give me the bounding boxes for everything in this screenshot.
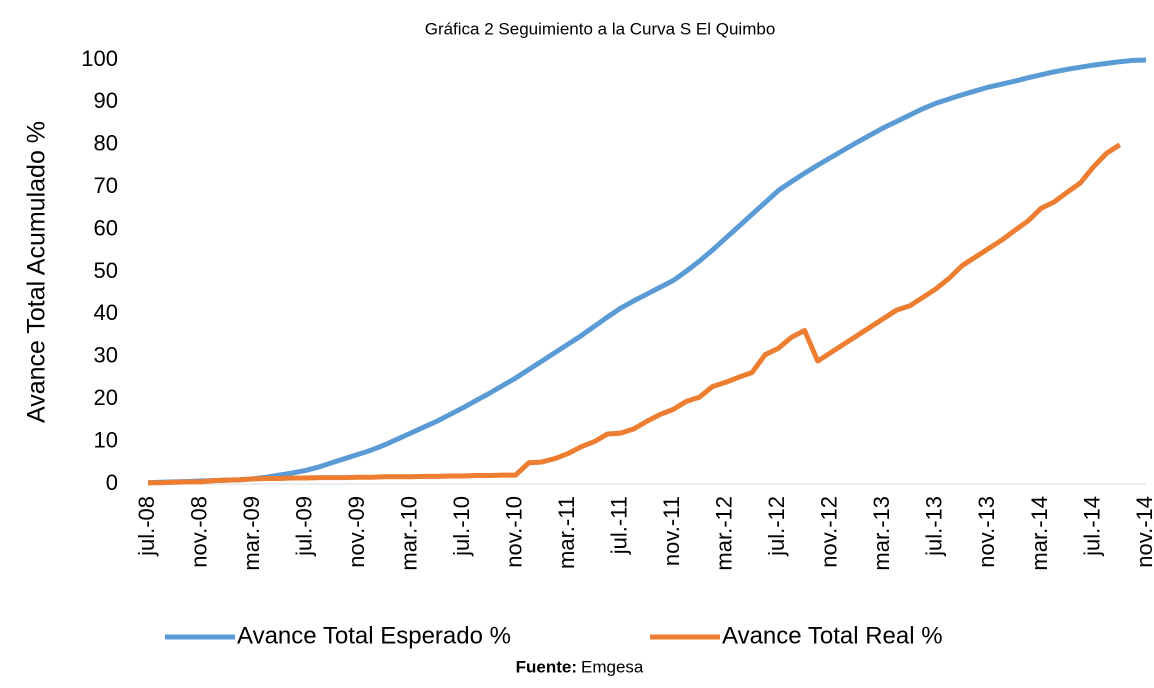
x-tick-label: jul.-11: [607, 496, 632, 555]
x-tick-label: nov.-08: [186, 496, 211, 568]
x-tick-label: nov.-14: [1132, 496, 1154, 568]
x-tick-label: nov.-09: [344, 496, 369, 568]
y-tick-label: 60: [94, 215, 118, 240]
legend-label: Avance Total Real %: [722, 622, 943, 649]
y-tick-label: 0: [106, 470, 118, 495]
y-tick-label: 80: [94, 131, 118, 156]
source: Emgesa: [581, 657, 644, 676]
x-tick-label: mar.-12: [712, 496, 737, 571]
x-tick-label: mar.-09: [239, 496, 264, 571]
x-tick-label: mar.-14: [1027, 496, 1052, 571]
x-tick-label: jul.-10: [449, 496, 474, 557]
y-tick-label: 100: [81, 46, 118, 71]
y-axis-label: Avance Total Acumulado %: [23, 121, 51, 423]
x-tick-label: mar.-13: [869, 496, 894, 571]
x-tick-label: jul.-08: [134, 496, 159, 557]
x-tick-label: mar.-10: [396, 496, 421, 571]
chart-title: Gráfica 2 Seguimiento a la Curva S El Qu…: [425, 19, 776, 38]
y-tick-label: 90: [94, 88, 118, 113]
line-series: [147, 57, 1147, 486]
y-tick-label: 70: [94, 173, 118, 198]
y-tick-label: 10: [94, 427, 118, 452]
x-tick-label: mar.-11: [554, 496, 579, 569]
x-tick-label: jul.-09: [291, 496, 316, 557]
x-tick-label: nov.-11: [659, 496, 684, 566]
y-tick-label: 30: [94, 343, 118, 368]
y-tick-label: 40: [94, 300, 118, 325]
x-tick-label: nov.-12: [817, 496, 842, 568]
x-tick-label: nov.-10: [501, 496, 526, 568]
x-tick-label: jul.-14: [1079, 496, 1104, 557]
legend-label: Avance Total Esperado %: [237, 622, 511, 649]
y-tick-label: 20: [94, 385, 118, 410]
y-tick-label: 50: [94, 258, 118, 283]
x-tick-label: jul.-12: [764, 496, 789, 557]
line-series: [148, 142, 1122, 486]
x-tick-label: nov.-13: [974, 496, 999, 568]
x-tick-label: jul.-13: [922, 496, 947, 557]
source-label: Fuente:: [516, 657, 577, 676]
